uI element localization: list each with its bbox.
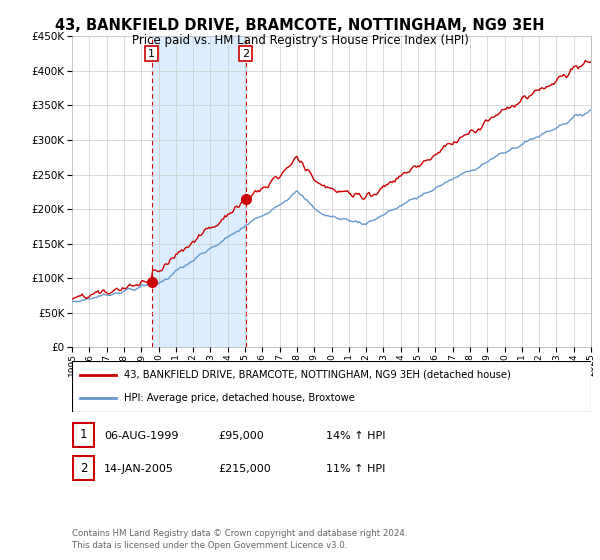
FancyBboxPatch shape [73,456,94,480]
Text: 14-JAN-2005: 14-JAN-2005 [104,464,173,474]
Text: 2: 2 [242,49,249,59]
Text: Contains HM Land Registry data © Crown copyright and database right 2024.
This d: Contains HM Land Registry data © Crown c… [72,529,407,550]
Text: £215,000: £215,000 [218,464,271,474]
Text: 1: 1 [148,49,155,59]
Text: 11% ↑ HPI: 11% ↑ HPI [326,464,385,474]
Text: HPI: Average price, detached house, Broxtowe: HPI: Average price, detached house, Brox… [124,393,355,403]
Text: 1: 1 [80,428,87,441]
Text: 2: 2 [80,462,87,475]
FancyBboxPatch shape [72,361,591,412]
Text: 06-AUG-1999: 06-AUG-1999 [104,431,178,441]
Text: 43, BANKFIELD DRIVE, BRAMCOTE, NOTTINGHAM, NG9 3EH: 43, BANKFIELD DRIVE, BRAMCOTE, NOTTINGHA… [55,18,545,33]
Text: 14% ↑ HPI: 14% ↑ HPI [326,431,385,441]
Text: Price paid vs. HM Land Registry's House Price Index (HPI): Price paid vs. HM Land Registry's House … [131,34,469,46]
Text: 43, BANKFIELD DRIVE, BRAMCOTE, NOTTINGHAM, NG9 3EH (detached house): 43, BANKFIELD DRIVE, BRAMCOTE, NOTTINGHA… [124,370,511,380]
FancyBboxPatch shape [73,423,94,447]
Bar [152,36,245,347]
Text: £95,000: £95,000 [218,431,263,441]
